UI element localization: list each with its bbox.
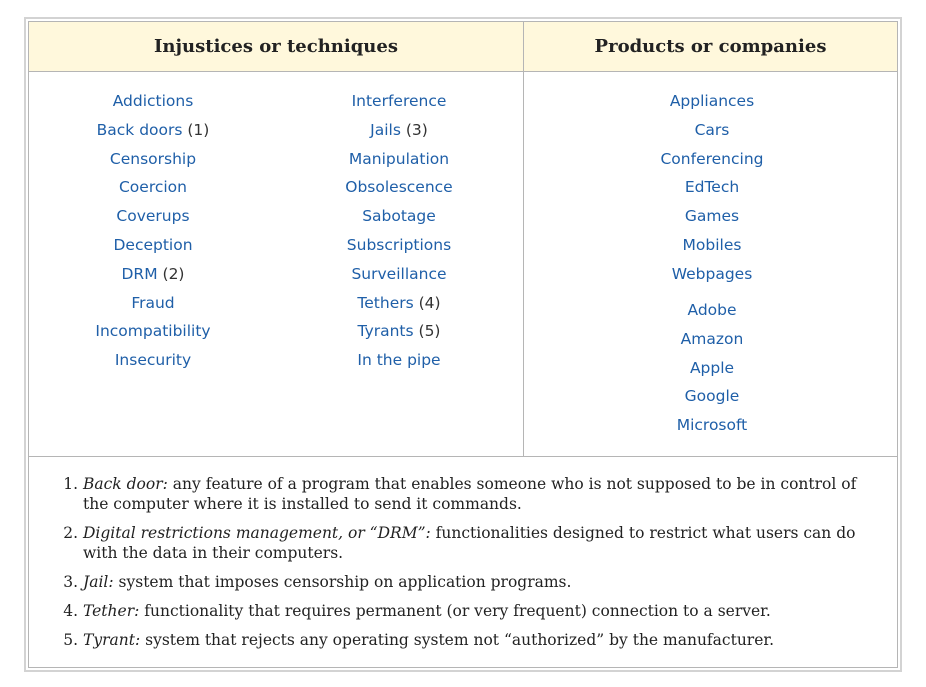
list-item: Sabotage [299,202,499,231]
link-mobiles[interactable]: Mobiles [682,235,742,254]
link-deception[interactable]: Deception [113,235,193,254]
list-item: Incompatibility [53,317,253,346]
header-injustices: Injustices or techniques [29,22,524,72]
malware-index-table: Injustices or techniques Products or com… [24,17,902,672]
footnote-term: Tyrant: [83,631,141,649]
footnote-term: Digital restrictions management, or “DRM… [83,524,431,542]
link-cars[interactable]: Cars [694,120,730,139]
products-list: Appliances Cars Conferencing EdTech Games Mob… [612,87,812,289]
link-subscriptions[interactable]: Subscriptions [346,235,452,254]
list-item: Back doors (1) [53,116,253,145]
list-item: Deception [53,231,253,260]
list-item: Apple [612,354,812,383]
link-addictions[interactable]: Addictions [112,92,194,110]
list-item: Jails (3) [299,116,499,145]
link-tyrants[interactable]: Tyrants [357,322,414,341]
list-item: Insecurity [53,346,253,375]
footnote-item: Digital restrictions management, or “DRM… [83,523,873,563]
list-item: Obsolescence [299,173,499,202]
link-fraud[interactable]: Fraud [131,293,175,312]
link-back-doors[interactable]: Back doors [96,120,183,139]
link-games[interactable]: Games [684,207,740,226]
link-interference[interactable]: Interference [351,92,447,110]
list-item: Appliances [612,87,812,116]
footnote-ref: (5) [413,322,441,341]
footnote-ref: (2) [157,264,185,283]
list-item: In the pipe [299,346,499,375]
list-item: Games [612,202,812,231]
link-conferencing[interactable]: Conferencing [660,149,764,168]
link-jails[interactable]: Jails [370,120,401,139]
list-item: Manipulation [299,145,499,174]
footnote-term: Jail: [83,573,114,591]
footnote-text: system that rejects any operating system… [145,631,775,649]
notes-divider [29,456,897,457]
link-in-the-pipe[interactable]: In the pipe [357,351,441,370]
list-item: Addictions [53,87,253,116]
list-item: Coverups [53,202,253,231]
list-item: Tethers (4) [299,289,499,318]
list-item: Google [612,382,812,411]
link-surveillance[interactable]: Surveillance [351,264,447,283]
list-item: Surveillance [299,260,499,289]
injustices-column-1: Addictions Back doors (1) Censorship Coerci… [53,87,253,375]
link-coercion[interactable]: Coercion [118,178,187,197]
link-appliances[interactable]: Appliances [669,92,755,110]
link-incompatibility[interactable]: Incompatibility [95,322,211,341]
list-item: Cars [612,116,812,145]
list-item: Tyrants (5) [299,317,499,346]
footnote-ref: (3) [400,120,428,139]
footnote-text: system that imposes censorship on applic… [118,573,572,591]
link-tethers[interactable]: Tethers [357,293,414,312]
footnotes-list: Back door: any feature of a program that… [59,474,873,659]
list-item: Coercion [53,173,253,202]
list-item: Webpages [612,260,812,289]
link-google[interactable]: Google [684,387,740,406]
list-item: Fraud [53,289,253,318]
footnote-text: functionalities designed to restrict wha… [83,524,856,562]
list-item: Censorship [53,145,253,174]
list-item: Mobiles [612,231,812,260]
footnote-text: any feature of a program that enables so… [83,475,857,513]
footnote-item: Tether: functionality that requires perm… [83,601,873,621]
footnote-term: Tether: [83,602,140,620]
table-inner: Injustices or techniques Products or com… [28,21,898,668]
footnote-ref: (4) [413,293,441,312]
link-microsoft[interactable]: Microsoft [676,416,748,435]
link-insecurity[interactable]: Insecurity [114,351,192,370]
injustices-column-2: Interference Jails (3) Manipulation Obsoles… [299,87,499,375]
footnote-term: Back door: [83,475,168,493]
link-censorship[interactable]: Censorship [109,149,197,168]
link-drm[interactable]: DRM [121,264,158,283]
link-adobe[interactable]: Adobe [687,301,737,319]
footnote-item: Tyrant: system that rejects any operatin… [83,630,873,650]
list-item: DRM (2) [53,260,253,289]
column-divider [523,71,524,456]
footnote-item: Jail: system that imposes censorship on … [83,572,873,592]
link-coverups[interactable]: Coverups [116,207,190,226]
link-sabotage[interactable]: Sabotage [362,207,436,226]
companies-list: Adobe Amazon Apple Google Microsoft [612,296,812,440]
list-item: Interference [299,87,499,116]
list-item: Amazon [612,325,812,354]
link-amazon[interactable]: Amazon [680,329,744,348]
list-item: Subscriptions [299,231,499,260]
list-item: Microsoft [612,411,812,440]
link-obsolescence[interactable]: Obsolescence [345,178,453,197]
link-webpages[interactable]: Webpages [671,264,753,283]
footnote-ref: (1) [182,120,210,139]
footnote-item: Back door: any feature of a program that… [83,474,873,514]
link-apple[interactable]: Apple [689,358,735,377]
list-item: Adobe [612,296,812,325]
list-item: EdTech [612,173,812,202]
footnote-text: functionality that requires permanent (o… [144,602,771,620]
header-products: Products or companies [524,22,897,72]
link-edtech[interactable]: EdTech [684,178,740,197]
link-manipulation[interactable]: Manipulation [348,149,450,168]
list-item: Conferencing [612,145,812,174]
